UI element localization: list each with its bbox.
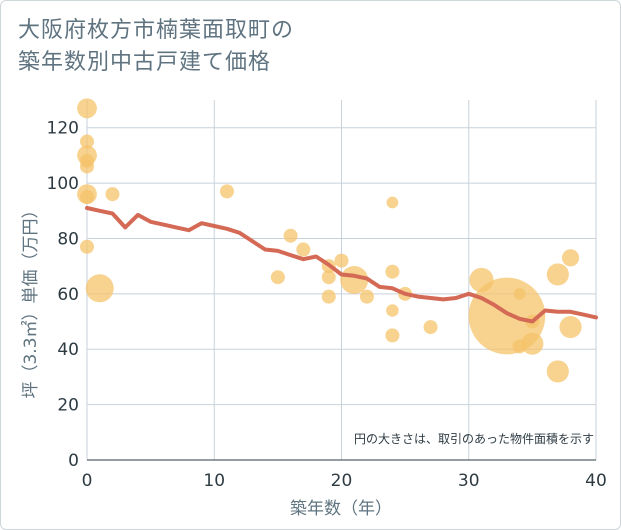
x-axis-label: 築年数（年） (290, 499, 392, 519)
y-tick-label: 60 (57, 285, 79, 305)
y-tick-label: 120 (47, 119, 79, 139)
data-bubble (559, 316, 582, 339)
data-bubble (80, 159, 94, 174)
data-bubble (270, 270, 285, 285)
data-bubble (385, 264, 400, 279)
x-tick-label: 30 (458, 471, 480, 491)
y-axis-label: 坪（3.3㎡）単価（万円） (21, 201, 41, 398)
chart-title: 大阪府枚方市楠葉面取町の 築年数別中古戸建て価格 (18, 15, 294, 79)
bubble-series (77, 98, 582, 383)
data-bubble (321, 289, 336, 304)
chart-title-line-1: 大阪府枚方市楠葉面取町の (18, 18, 295, 43)
data-bubble (561, 249, 580, 267)
x-tick-label: 0 (82, 471, 93, 491)
y-tick-label: 100 (47, 174, 79, 194)
data-bubble (546, 263, 569, 286)
trend-line (85, 206, 598, 324)
data-bubble (385, 328, 400, 343)
data-bubble (359, 289, 374, 304)
data-bubble (77, 98, 97, 119)
y-tick-label: 0 (68, 451, 79, 471)
y-tick-label: 20 (57, 396, 79, 416)
data-bubble (80, 239, 94, 254)
data-bubble (283, 228, 298, 243)
data-bubble (340, 266, 369, 294)
data-bubble (386, 196, 399, 209)
data-bubble (546, 360, 569, 383)
data-bubble (85, 274, 114, 303)
data-bubble (80, 134, 94, 149)
data-bubble (296, 242, 311, 257)
y-tick-label: 80 (57, 229, 79, 249)
x-tick-label: 40 (585, 471, 607, 491)
data-bubble (80, 189, 94, 204)
y-tick-label: 40 (57, 340, 79, 360)
trend-series (85, 206, 598, 324)
data-bubble (219, 184, 234, 199)
data-bubble (334, 253, 349, 268)
data-bubble (321, 270, 336, 285)
data-bubble (105, 187, 120, 202)
x-tick-label: 20 (331, 471, 353, 491)
axes: 0 20 40 60 80 100 120 0 10 20 30 40 (47, 119, 607, 491)
data-bubble (513, 287, 526, 300)
bubble-size-note: 円の大きさは、取引のあった物件面積を示す (354, 431, 594, 446)
data-bubble (521, 332, 544, 355)
data-bubble (423, 320, 438, 335)
data-bubble (386, 304, 399, 317)
chart-title-line-2: 築年数別中古戸建て価格 (18, 50, 272, 75)
x-tick-label: 10 (203, 471, 225, 491)
